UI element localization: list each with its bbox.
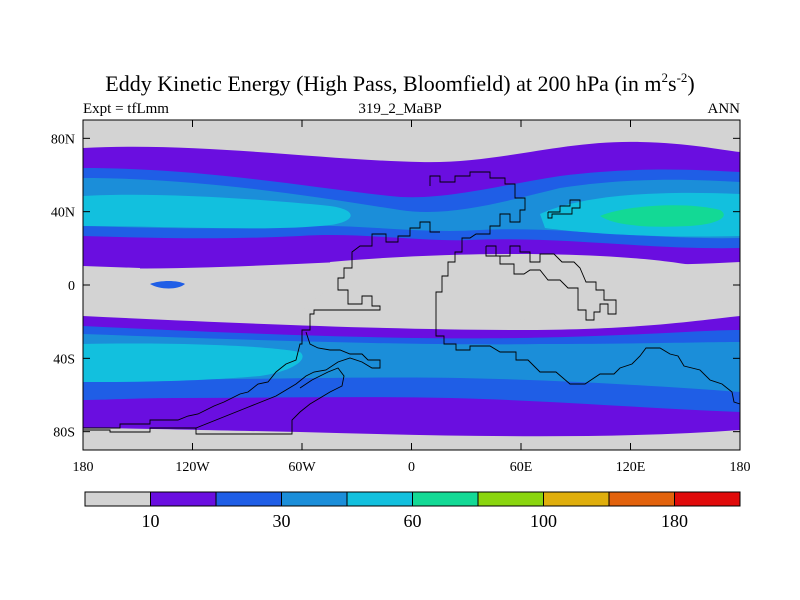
lon-tick-label: 0 bbox=[408, 460, 415, 475]
case-label: 319_2_MaBP bbox=[358, 101, 442, 117]
map-title: Eddy Kinetic Energy (High Pass, Bloomfie… bbox=[0, 70, 800, 97]
lon-tick-label: 120E bbox=[616, 460, 646, 475]
colorbar-swatch bbox=[477, 491, 544, 507]
coastline-eastern bbox=[485, 245, 617, 321]
lat-tick-label: 40S bbox=[53, 352, 75, 367]
band-equator-strip bbox=[83, 266, 140, 272]
band-equator-low bbox=[296, 254, 740, 321]
lat-tick-label: 80N bbox=[51, 132, 75, 147]
lon-tick-label: 180 bbox=[73, 460, 94, 475]
colorbar-swatch bbox=[412, 491, 479, 507]
colorbar-label: 60 bbox=[404, 511, 422, 531]
title-text: Eddy Kinetic Energy (High Pass, Bloomfie… bbox=[105, 71, 662, 96]
lon-tick-label: 60W bbox=[288, 460, 316, 475]
colorbar-swatch bbox=[608, 491, 675, 507]
lat-tick-label: 80S bbox=[53, 426, 75, 441]
band-equator-spot bbox=[150, 281, 185, 289]
season-label: ANN bbox=[707, 101, 741, 117]
map-axes: 80N 40N 0 40S 80S 180 120W 60W 0 60E 120E 180 bbox=[51, 120, 751, 475]
band-north-level-4 bbox=[83, 194, 351, 229]
coastline-west bbox=[83, 221, 440, 429]
colorbar-swatch bbox=[674, 491, 741, 507]
lon-tick-label: 60E bbox=[510, 460, 533, 475]
band-north-level-5 bbox=[600, 205, 724, 227]
contour-field bbox=[83, 120, 740, 450]
colorbar: 10 30 60 100 180 bbox=[84, 491, 741, 531]
colorbar-label: 10 bbox=[142, 511, 160, 531]
lat-tick-label: 40N bbox=[51, 206, 75, 221]
colorbar-swatch bbox=[150, 491, 217, 507]
lon-tick-label: 120W bbox=[175, 460, 210, 475]
title-sup-1: 2 bbox=[661, 70, 669, 85]
coastline-south-peninsula bbox=[195, 331, 381, 435]
band-south-level-4 bbox=[83, 343, 303, 382]
coastline-america bbox=[429, 171, 741, 405]
experiment-label: Expt = tfLmm bbox=[83, 101, 169, 117]
colorbar-label: 100 bbox=[530, 511, 557, 531]
colorbar-label: 30 bbox=[273, 511, 291, 531]
title-close: ) bbox=[687, 71, 695, 96]
title-sup-2: -2 bbox=[676, 70, 688, 85]
lon-tick-label: 180 bbox=[730, 460, 751, 475]
lat-tick-label: 0 bbox=[68, 279, 75, 294]
coastline-northeast bbox=[547, 199, 581, 219]
colorbar-swatch bbox=[84, 491, 151, 507]
colorbar-label: 180 bbox=[661, 511, 688, 531]
coastlines bbox=[83, 171, 741, 435]
coastline-southwest bbox=[83, 427, 196, 433]
colorbar-swatch bbox=[215, 491, 282, 507]
title-mid: s bbox=[668, 71, 677, 96]
colorbar-swatch bbox=[281, 491, 348, 507]
colorbar-swatch bbox=[543, 491, 610, 507]
colorbar-swatch bbox=[346, 491, 413, 507]
